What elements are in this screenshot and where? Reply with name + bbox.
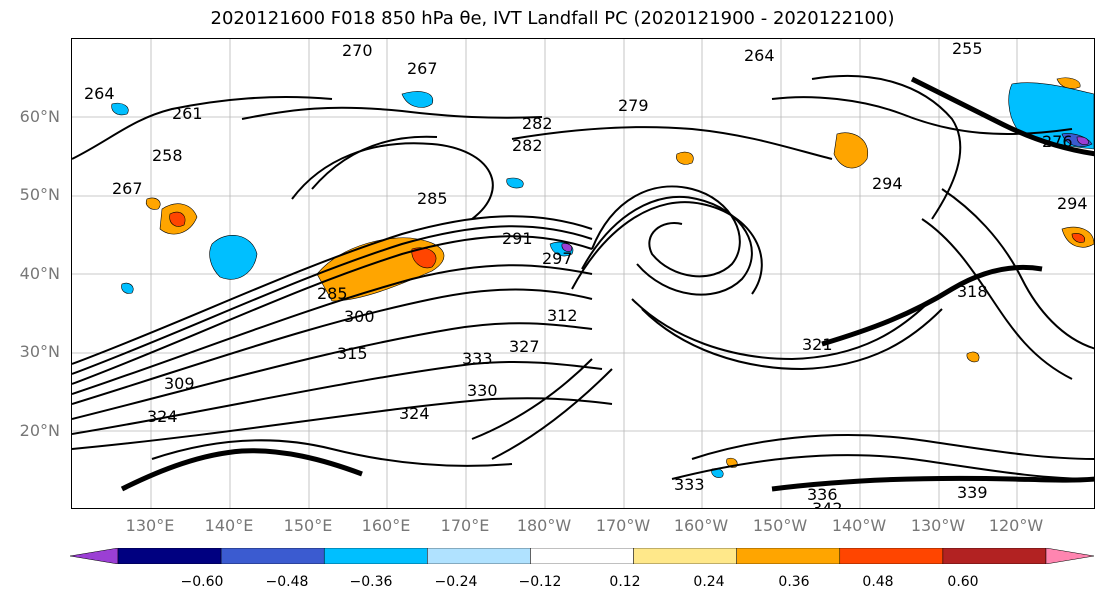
lon-label: 170°W: [595, 516, 651, 535]
lat-label: 30°N: [19, 342, 60, 361]
contour-label: 282: [512, 136, 543, 155]
contour-label: 294: [872, 174, 903, 193]
colorbar-tick-label: 0.48: [862, 574, 894, 590]
contour-label: 342: [812, 499, 843, 509]
lon-label: 120°W: [988, 516, 1044, 535]
shading-negative: [111, 82, 1094, 478]
contour-labels: 270 264 255 264 258 267 279 282 282 285 …: [84, 39, 1088, 509]
contour-label: 333: [674, 475, 705, 494]
contour-label: 318: [957, 282, 988, 301]
contour-label: 267: [407, 59, 438, 78]
contour-label: 255: [952, 39, 983, 58]
lon-label: 130°E: [125, 516, 175, 535]
colorbar-segment: [117, 548, 222, 564]
colorbar-segment: [736, 548, 841, 564]
contour-label: 291: [502, 229, 533, 248]
lon-label: 140°W: [831, 516, 887, 535]
colorbar-tick-label: −0.24: [434, 574, 478, 590]
contour-label: 339: [957, 483, 988, 502]
strong-gradient-band: [120, 76, 1094, 492]
colorbar-extend-high: [1045, 548, 1094, 564]
colorbar-tick-label: 0.60: [947, 574, 979, 590]
colorbar-tick-label: 0.12: [609, 574, 641, 590]
lat-label: 40°N: [19, 264, 60, 283]
lon-label: 140°E: [204, 516, 254, 535]
contour-label: 297: [542, 249, 573, 268]
contour-label: 300: [344, 307, 375, 326]
contour-label: 282: [522, 114, 553, 133]
lat-label: 50°N: [19, 185, 60, 204]
lon-label: 180°W: [516, 516, 572, 535]
colorbar-segment: [427, 548, 531, 564]
map-panel: 270 264 255 264 258 267 279 282 282 285 …: [71, 38, 1095, 509]
contour-label: 309: [164, 374, 195, 393]
contour-label: 258: [152, 146, 183, 165]
colorbar-segment: [942, 548, 1047, 564]
colorbar-segment: [530, 548, 634, 564]
contour-label: 324: [399, 404, 430, 423]
colorbar: [70, 548, 1094, 564]
colorbar-tick-label: −0.12: [518, 574, 562, 590]
contour-label: 315: [337, 344, 368, 363]
contour-label: 285: [417, 189, 448, 208]
contour-label: 264: [84, 84, 115, 103]
contour-label: 261: [172, 104, 203, 123]
contour-label: 267: [112, 179, 143, 198]
map-canvas: 270 264 255 264 258 267 279 282 282 285 …: [72, 39, 1094, 509]
contour-label: 330: [467, 381, 498, 400]
contour-label: 333: [462, 349, 493, 368]
colorbar-tick-label: −0.48: [265, 574, 309, 590]
colorbar-segment: [839, 548, 944, 564]
contour-label: 336: [807, 485, 838, 504]
colorbar-tick-label: 0.36: [778, 574, 810, 590]
contour-label: 321: [802, 335, 833, 354]
contour-label: 324: [147, 407, 178, 426]
colorbar-tick-label: 0.24: [693, 574, 725, 590]
contour-label: 264: [744, 46, 775, 65]
lon-label: 150°E: [283, 516, 333, 535]
colorbar-segment: [633, 548, 737, 564]
lon-label: 160°E: [361, 516, 411, 535]
colorbar-tick-label: −0.36: [349, 574, 393, 590]
contour-label: 270: [342, 41, 373, 60]
theta-e-contours: [72, 75, 1094, 480]
map-title: 2020121600 F018 850 hPa θe, IVT Landfall…: [210, 8, 895, 29]
lat-label: 20°N: [19, 421, 60, 440]
lat-label: 60°N: [19, 107, 60, 126]
shading-positive: [145, 77, 1094, 468]
contour-label: 312: [547, 306, 578, 325]
lon-label: 170°E: [440, 516, 490, 535]
colorbar-extend-low: [70, 548, 119, 564]
colorbar-segment: [323, 548, 428, 564]
lon-label: 150°W: [752, 516, 808, 535]
contour-label: 279: [618, 96, 649, 115]
contour-label: 327: [509, 337, 540, 356]
colorbar-tick-label: −0.60: [180, 574, 224, 590]
contour-label: 285: [317, 284, 348, 303]
contour-label: 276: [1042, 132, 1073, 151]
lon-label: 160°W: [673, 516, 729, 535]
colorbar-segment: [220, 548, 325, 564]
contour-label: 294: [1057, 194, 1088, 213]
lon-label: 130°W: [910, 516, 966, 535]
